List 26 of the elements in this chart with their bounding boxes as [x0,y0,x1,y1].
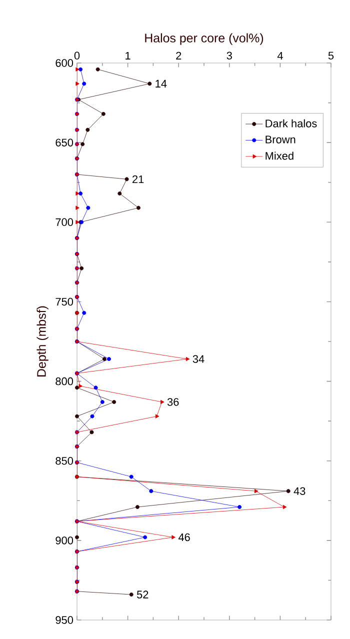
annotation: 36 [167,398,179,406]
annotation: 52 [136,590,148,598]
y-tick-label: 850 [56,456,74,465]
annotation: 43 [294,487,306,495]
y-tick-label: 750 [56,298,74,306]
y-tick-label: 800 [56,377,74,386]
annotation: 21 [132,175,144,184]
x-tick-label: 4 [277,52,283,60]
annotation: 14 [156,80,167,88]
y-tick-label: 900 [56,536,74,544]
legend-label: Mixed [266,152,294,160]
y-tick-label: 700 [56,218,74,226]
y-axis-title: Depth (mbsf) [36,306,48,376]
y-tick-label: 600 [56,59,74,67]
x-axis-title: Halos per core (vol%) [145,33,264,45]
legend-label: Brown [266,136,296,144]
y-tick-label: 650 [56,138,74,146]
annotation: 46 [178,533,190,542]
x-tick-label: 2 [176,52,182,60]
annotation: 34 [192,355,204,363]
x-tick-label: 5 [328,52,334,60]
y-tick-label: 950 [56,616,74,624]
legend-label: Dark halos [266,119,317,128]
x-tick-label: 0 [74,52,80,60]
x-tick-label: 1 [126,52,130,60]
x-tick-label: 3 [226,52,232,60]
